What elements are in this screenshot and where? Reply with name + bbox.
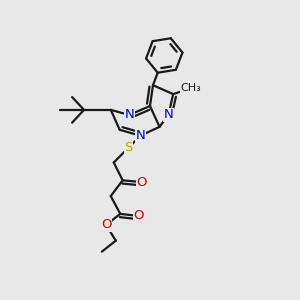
Text: N: N (124, 108, 134, 122)
Text: N: N (136, 129, 146, 142)
Text: N: N (164, 108, 173, 122)
Text: O: O (101, 218, 111, 231)
Text: O: O (136, 176, 147, 189)
Text: S: S (124, 141, 133, 154)
Text: CH₃: CH₃ (181, 83, 201, 93)
Text: O: O (134, 209, 144, 223)
